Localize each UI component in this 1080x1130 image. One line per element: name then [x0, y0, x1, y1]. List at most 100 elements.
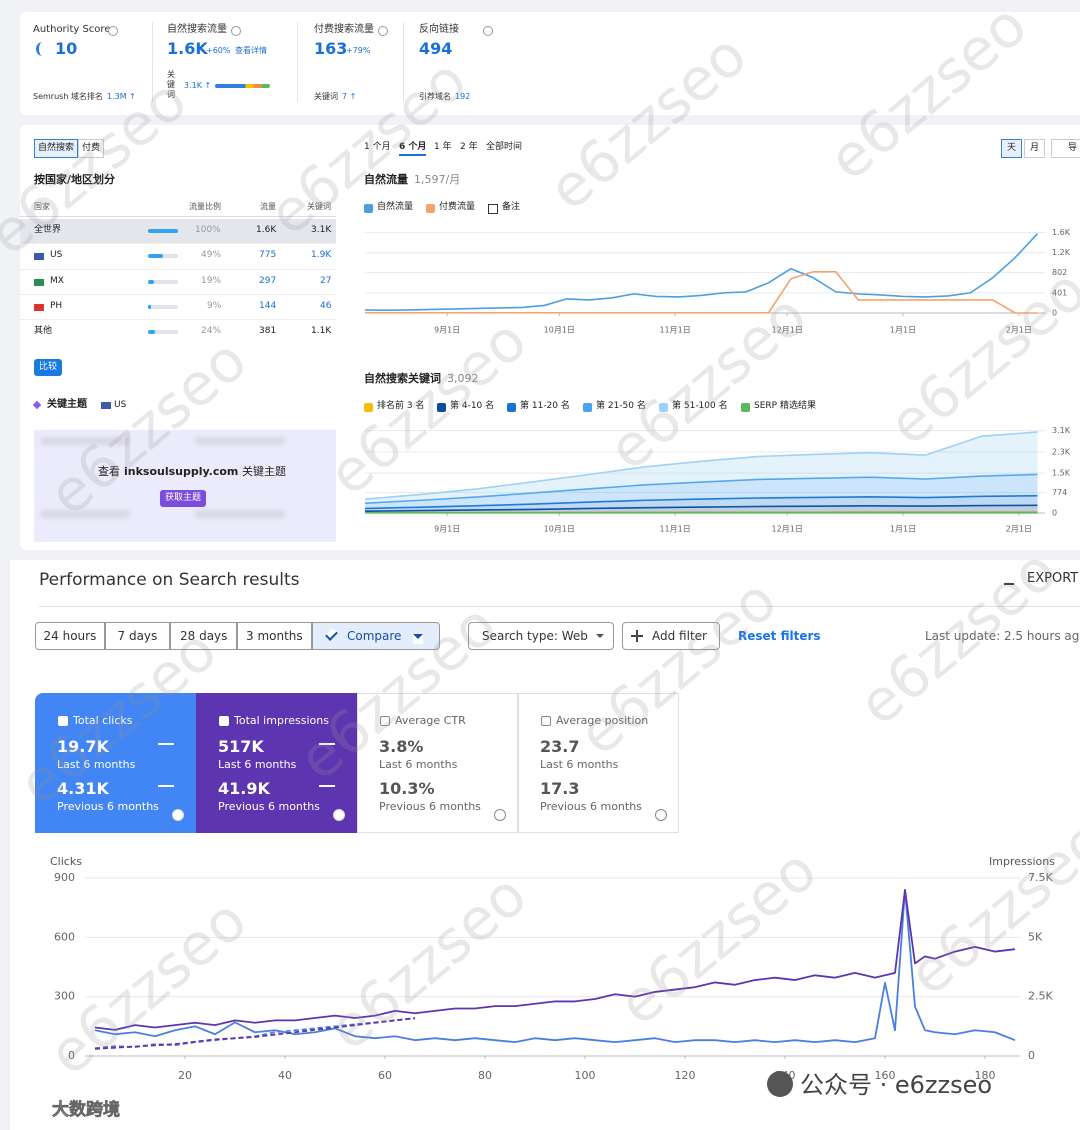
chart-subtitle: 3,092: [447, 372, 479, 385]
help-icon[interactable]: [333, 809, 345, 821]
share-bar: [148, 330, 156, 334]
top-card: [20, 12, 1080, 115]
card-current: 19.7K: [57, 737, 109, 756]
country-name: MX: [50, 276, 64, 286]
flag-icon: [34, 253, 44, 260]
plus-icon: [636, 630, 638, 642]
help-icon[interactable]: [172, 809, 184, 821]
legend-swatch[interactable]: [364, 204, 373, 213]
metric-label: 付费搜索流量: [314, 24, 374, 35]
card-label: Total impressions: [234, 714, 329, 727]
row-rule: [20, 269, 336, 270]
flag-icon: [101, 402, 111, 409]
card-current-label: Last 6 months: [379, 758, 458, 771]
card-previous-label: Previous 6 months: [540, 800, 642, 813]
gauge-icon: [36, 42, 49, 56]
legend-swatch[interactable]: [583, 403, 592, 412]
info-icon: [483, 26, 493, 36]
range-segment[interactable]: [35, 622, 105, 650]
search-type-box[interactable]: [468, 622, 614, 650]
legend-label: 第 11-20 名: [520, 401, 570, 411]
share-value: 24%: [201, 326, 222, 336]
help-icon[interactable]: [494, 809, 506, 821]
legend-swatch[interactable]: [507, 403, 516, 412]
card-current-label: Last 6 months: [57, 758, 136, 771]
tab[interactable]: 自然搜索: [34, 139, 79, 158]
country-name: PH: [50, 301, 63, 311]
legend-label: 付费流量: [439, 202, 476, 212]
separator: [297, 22, 298, 102]
traffic-value: 1.6K: [256, 225, 277, 235]
range-option[interactable]: 全部时间: [486, 142, 523, 152]
card-current: 23.7: [540, 737, 580, 756]
share-bar: [148, 280, 154, 284]
blurred-text: [195, 510, 285, 518]
card-current-label: Last 6 months: [540, 758, 619, 771]
add-filter: Add filter: [652, 629, 707, 643]
row-rule: [20, 319, 336, 320]
checkbox: [380, 716, 390, 726]
metric-link[interactable]: 查看详情: [235, 46, 267, 55]
separator: [152, 22, 153, 102]
metric-change: +79%: [346, 46, 371, 55]
metric-foot-label: 关键词: [167, 70, 175, 99]
share-track: [148, 330, 178, 334]
reset-filters[interactable]: Reset filters: [738, 629, 821, 643]
section-title: 按国家/地区划分: [34, 173, 116, 186]
table-header: 流量比例: [189, 202, 221, 211]
metric-foot-value: 7 ↑: [342, 92, 357, 101]
share-value: 9%: [207, 301, 222, 311]
share-value: 100%: [195, 225, 221, 235]
range-option[interactable]: 6 个月: [399, 142, 427, 156]
card-current: 517K: [218, 737, 264, 756]
topics-domain: inksoulsupply.com: [124, 465, 239, 478]
keyword-value: 46: [320, 301, 332, 311]
topics-button[interactable]: 获取主题: [160, 490, 207, 507]
share-track: [148, 280, 178, 284]
flag-icon: [34, 304, 44, 311]
flag-icon: [34, 279, 44, 286]
range-segment[interactable]: [237, 622, 312, 650]
topics-region: US: [114, 400, 127, 410]
range-label: 7 days: [117, 629, 158, 643]
last-update: Last update: 2.5 hours ago: [925, 629, 1080, 643]
range-option[interactable]: 2 年: [460, 142, 478, 152]
keyword-value: 27: [320, 276, 332, 286]
metric-value: 163: [314, 39, 348, 58]
share-track: [148, 254, 178, 258]
legend-label: 自然流量: [377, 202, 414, 212]
line-icon: [319, 743, 335, 745]
range-option[interactable]: 1 年: [434, 142, 452, 152]
legend-swatch[interactable]: [426, 204, 435, 213]
granularity-option[interactable]: 天: [1001, 139, 1023, 158]
range-segment[interactable]: [170, 622, 237, 650]
range-option[interactable]: 1 个月: [364, 142, 391, 152]
legend-swatch[interactable]: [364, 403, 373, 412]
legend-label: 第 51-100 名: [672, 401, 728, 411]
metric-foot-label: Semrush 域名排名: [33, 92, 103, 101]
metric-foot-value: 1.3M ↑: [107, 92, 136, 101]
card-label: Average position: [556, 714, 649, 727]
metric-label: 自然搜索流量: [167, 24, 227, 35]
range-segment[interactable]: [105, 622, 170, 650]
granularity-option[interactable]: 月: [1024, 139, 1046, 158]
topics-text-suffix: 关键主题: [242, 465, 286, 478]
legend-swatch[interactable]: [741, 403, 750, 412]
card-previous: 10.3%: [379, 779, 435, 798]
metric-value: 10: [55, 39, 78, 58]
chart-title: 自然搜索关键词: [364, 372, 441, 385]
dropdown-arrow: [596, 634, 604, 642]
blurred-text: [40, 437, 130, 445]
card-previous-label: Previous 6 months: [379, 800, 481, 813]
compare-button[interactable]: 比较: [34, 359, 63, 376]
tab[interactable]: 付费: [78, 139, 105, 158]
legend-swatch[interactable]: [437, 403, 446, 412]
help-icon[interactable]: [655, 809, 667, 821]
gsc-title: Performance on Search results: [39, 570, 300, 590]
gsc-export[interactable]: EXPORT: [1027, 571, 1079, 586]
share-value: 19%: [201, 276, 222, 286]
export-button[interactable]: 导: [1051, 139, 1080, 158]
checkbox: [58, 716, 68, 726]
legend-swatch[interactable]: [659, 403, 668, 412]
legend-notes[interactable]: 备注: [502, 202, 521, 212]
